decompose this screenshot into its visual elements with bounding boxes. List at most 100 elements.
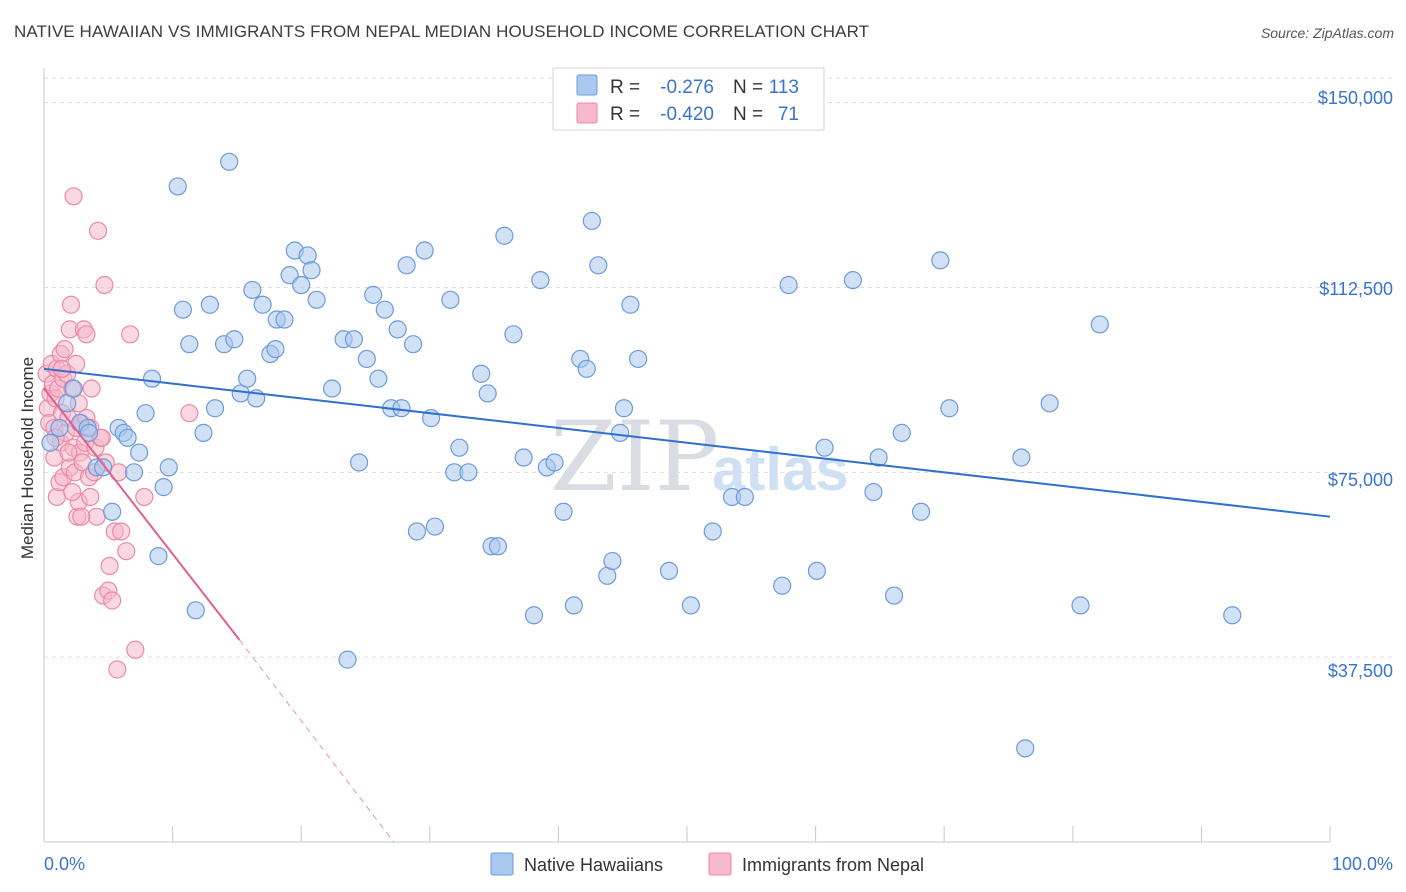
native-hawaiians-point-25 bbox=[200, 295, 219, 314]
series-legend: Native Hawaiians Immigrants from Nepal bbox=[490, 852, 924, 876]
native-hawaiians-point-6 bbox=[79, 423, 99, 442]
native-hawaiians-point-40 bbox=[292, 275, 311, 295]
native-hawaiians-point-112 bbox=[266, 339, 285, 359]
y-tick-labels: $150,000 $112,500 $75,000 $37,500 bbox=[1318, 88, 1393, 681]
native-hawaiians-point-86 bbox=[614, 399, 634, 418]
native-hawaiians-point-106 bbox=[1012, 448, 1031, 467]
native-hawaiians-point-34 bbox=[253, 295, 272, 314]
nepal-point-27 bbox=[64, 187, 83, 206]
native-hawaiians-point-76 bbox=[545, 453, 564, 472]
native-hawaiians-point-110 bbox=[1090, 315, 1109, 334]
nepal-point-65 bbox=[72, 507, 91, 526]
nepal-point-43 bbox=[82, 379, 101, 398]
nepal-point-50 bbox=[95, 275, 114, 295]
native-hawaiians-point-67 bbox=[478, 384, 497, 403]
native-hawaiians-point-23 bbox=[186, 601, 205, 620]
native-hawaiians-point-46 bbox=[338, 650, 357, 669]
bottom-legend-swatch-pink bbox=[708, 852, 732, 876]
legend-r-label-blue: R = bbox=[610, 77, 640, 98]
native-hawaiians-point-94 bbox=[773, 576, 792, 595]
native-hawaiians-point-22 bbox=[180, 335, 199, 354]
native-hawaiians-point-101 bbox=[884, 586, 904, 605]
native-hawaiians-point-1 bbox=[50, 418, 69, 438]
nepal-trend-line bbox=[43, 387, 241, 641]
x-tick-label-min: 0.0% bbox=[44, 854, 85, 874]
legend-n-value-blue: 113 bbox=[769, 77, 799, 98]
legend-box bbox=[552, 67, 825, 131]
native-hawaiians-point-90 bbox=[681, 596, 700, 615]
native-hawaiians-trend-line bbox=[43, 367, 1331, 518]
native-hawaiians-point-17 bbox=[149, 547, 168, 566]
native-hawaiians-point-97 bbox=[815, 438, 834, 457]
native-hawaiians-point-109 bbox=[1071, 596, 1090, 615]
y-tick-label-150000: $150,000 bbox=[1318, 88, 1393, 108]
native-hawaiians-point-69 bbox=[488, 537, 508, 556]
native-hawaiians-point-29 bbox=[225, 330, 244, 349]
native-hawaiians-point-80 bbox=[577, 359, 596, 378]
nepal-point-47 bbox=[88, 221, 108, 240]
native-hawaiians-point-65 bbox=[459, 463, 478, 482]
legend-swatch-blue bbox=[576, 74, 598, 96]
native-hawaiians-point-16 bbox=[142, 369, 162, 388]
native-hawaiians-point-58 bbox=[407, 522, 427, 541]
native-hawaiians-point-38 bbox=[280, 266, 299, 285]
native-hawaiians-point-111 bbox=[1223, 606, 1242, 625]
legend-r-value-pink: -0.420 bbox=[660, 104, 714, 125]
native-hawaiians-point-78 bbox=[564, 596, 583, 615]
bottom-legend-label-native-hawaiians: Native Hawaiians bbox=[524, 855, 663, 875]
y-axis-label: Median Household Income bbox=[18, 357, 37, 559]
nepal-point-62 bbox=[135, 487, 154, 507]
legend-n-label-blue: N = bbox=[733, 77, 763, 98]
native-hawaiians-point-70 bbox=[495, 226, 514, 245]
native-hawaiians-point-77 bbox=[554, 502, 573, 521]
nepal-point-67 bbox=[59, 443, 78, 462]
native-hawaiians-point-57 bbox=[403, 335, 423, 354]
nepal-point-68 bbox=[63, 482, 82, 502]
native-hawaiians-point-47 bbox=[344, 330, 364, 349]
native-hawaiians-point-100 bbox=[869, 448, 888, 467]
legend-r-label-pink: R = bbox=[610, 104, 640, 125]
native-hawaiians-point-56 bbox=[397, 256, 416, 275]
native-hawaiians-point-85 bbox=[611, 423, 630, 442]
chart-title: NATIVE HAWAIIAN VS IMMIGRANTS FROM NEPAL… bbox=[14, 22, 870, 41]
native-hawaiians-point-89 bbox=[659, 561, 679, 581]
gridlines bbox=[44, 77, 1393, 658]
native-hawaiians-point-98 bbox=[843, 270, 862, 290]
nepal-point-42 bbox=[81, 487, 100, 507]
native-hawaiians-point-19 bbox=[159, 458, 178, 477]
nepal-point-24 bbox=[61, 295, 81, 314]
native-hawaiians-point-72 bbox=[514, 448, 533, 467]
source-label: Source: ZipAtlas.com bbox=[1260, 25, 1394, 41]
native-hawaiians-point-12 bbox=[118, 428, 137, 447]
native-hawaiians-point-103 bbox=[911, 502, 931, 521]
native-hawaiians-point-13 bbox=[124, 463, 144, 482]
native-hawaiians-point-21 bbox=[173, 300, 192, 319]
nepal-point-54 bbox=[103, 591, 122, 610]
native-hawaiians-point-82 bbox=[589, 256, 608, 275]
native-hawaiians-point-64 bbox=[450, 438, 469, 457]
native-hawaiians-point-54 bbox=[388, 320, 407, 339]
correlation-legend: R = -0.276 N = 113 R = -0.420 N = 71 bbox=[552, 67, 825, 131]
native-hawaiians-point-99 bbox=[864, 482, 883, 502]
y-tick-label-112500: $112,500 bbox=[1319, 279, 1393, 299]
nepal-trend-line-extension bbox=[239, 639, 395, 843]
native-hawaiians-point-95 bbox=[779, 275, 798, 295]
native-hawaiians-point-51 bbox=[369, 369, 388, 388]
series-native-hawaiians bbox=[41, 152, 1242, 758]
nepal-point-53 bbox=[100, 556, 119, 576]
native-hawaiians-point-102 bbox=[892, 423, 911, 442]
y-tick-label-75000: $75,000 bbox=[1328, 470, 1393, 490]
nepal-point-59 bbox=[117, 542, 136, 561]
native-hawaiians-point-3 bbox=[64, 379, 83, 398]
native-hawaiians-point-66 bbox=[472, 364, 491, 383]
native-hawaiians-point-107 bbox=[1016, 739, 1035, 758]
native-hawaiians-point-104 bbox=[931, 251, 950, 270]
native-hawaiians-point-81 bbox=[582, 211, 601, 231]
native-hawaiians-point-20 bbox=[168, 177, 187, 196]
native-hawaiians-point-59 bbox=[415, 241, 434, 260]
native-hawaiians-point-28 bbox=[220, 152, 239, 171]
legend-swatch-pink bbox=[576, 102, 598, 124]
native-hawaiians-point-105 bbox=[940, 399, 959, 418]
native-hawaiians-point-91 bbox=[703, 522, 722, 541]
native-hawaiians-point-87 bbox=[621, 295, 640, 314]
